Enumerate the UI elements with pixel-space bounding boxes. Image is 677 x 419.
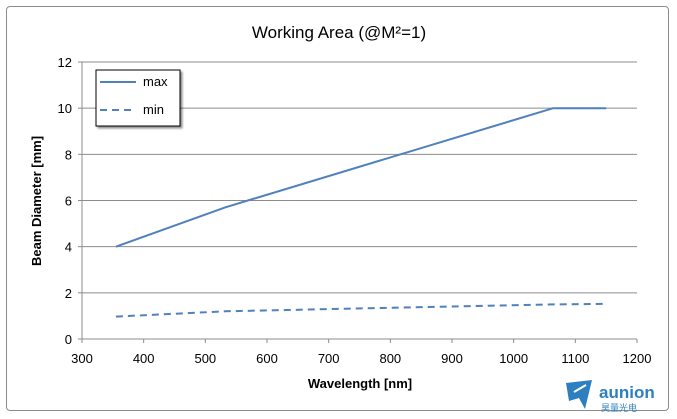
chart-title: Working Area (@M²=1) <box>252 23 426 42</box>
y-tick-label-4: 4 <box>65 240 72 255</box>
x-tick-label-300: 300 <box>71 351 93 366</box>
y-tick-label-2: 2 <box>65 286 72 301</box>
x-tick-label-400: 400 <box>133 351 155 366</box>
y-tick-label-8: 8 <box>65 147 72 162</box>
x-tick-label-600: 600 <box>256 351 278 366</box>
series-lines <box>115 107 607 318</box>
x-tick-label-500: 500 <box>194 351 216 366</box>
x-tick-label-700: 700 <box>318 351 340 366</box>
axes <box>78 61 638 343</box>
y-tick-label-0: 0 <box>65 332 72 347</box>
x-tick-label-800: 800 <box>379 351 401 366</box>
legend: max min <box>95 69 181 127</box>
x-tick-label-1100: 1100 <box>561 351 589 366</box>
y-tick-label-12: 12 <box>58 55 72 70</box>
legend-label-max: max <box>143 74 168 89</box>
logo-subtitle: 昊量光电 <box>601 402 637 413</box>
logo-text: aunion <box>599 383 655 402</box>
legend-box <box>95 69 181 127</box>
aunion-logo: aunion 昊量光电 <box>566 380 655 413</box>
x-tick-label-900: 900 <box>441 351 463 366</box>
series-line-max <box>115 107 607 248</box>
x-tick-label-1200: 1200 <box>623 351 652 366</box>
x-tick-labels: 300 400 500 600 700 800 900 1000 1100 1200 <box>71 351 651 366</box>
x-tick-label-1000: 1000 <box>499 351 528 366</box>
series-line-min <box>115 302 607 318</box>
legend-label-min: min <box>143 102 164 117</box>
logo-mark-stripe <box>573 384 587 393</box>
y-tick-labels: 0 2 4 6 8 10 12 <box>58 55 72 347</box>
y-tick-label-6: 6 <box>65 194 72 209</box>
logo-mark-icon <box>566 380 592 409</box>
y-axis-label: Beam Diameter [mm] <box>29 136 44 266</box>
y-tick-label-10: 10 <box>58 101 72 116</box>
x-axis-label: Wavelength [nm] <box>308 376 412 391</box>
